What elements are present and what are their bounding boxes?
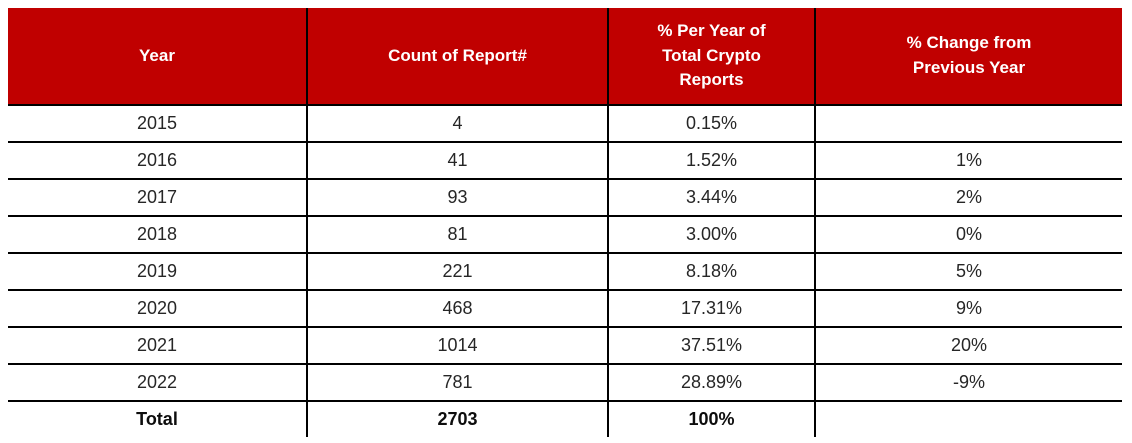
cell-change: -9% xyxy=(952,372,985,392)
cell-percent: 37.51% xyxy=(608,327,816,364)
cell-count: 41 xyxy=(307,142,609,179)
cell-year: 2022 xyxy=(8,364,308,401)
cell-year: 2016 xyxy=(8,142,308,179)
cell-change: 9% xyxy=(955,298,982,318)
table-row-2015: 2015 4 0.15% xyxy=(8,105,1122,142)
cell-count: 221 xyxy=(307,253,609,290)
cell-year: 2017 xyxy=(8,179,308,216)
table-row-2021: 2021 1014 37.51% 20% xyxy=(8,327,1122,364)
header-row: Year Count of Report# % Per Year of Tota… xyxy=(8,8,1122,105)
cell-count: 468 xyxy=(307,290,609,327)
cell-count: 93 xyxy=(307,179,609,216)
cell-percent: 8.18% xyxy=(608,253,816,290)
cell-year: 2020 xyxy=(8,290,308,327)
cell-year: 2021 xyxy=(8,327,308,364)
cell-change: 5% xyxy=(955,261,982,281)
table-row-2022: 2022 781 28.89% -9% xyxy=(8,364,1122,401)
cell-percent: 28.89% xyxy=(608,364,816,401)
cell-total-change xyxy=(815,401,1122,437)
cell-total-percent: 100% xyxy=(608,401,816,437)
cell-change: 2% xyxy=(955,187,982,207)
total-row: Total 2703 100% xyxy=(8,401,1122,437)
cell-count: 1014 xyxy=(307,327,609,364)
column-header-percent-change: % Change from Previous Year xyxy=(815,8,1122,105)
cell-count: 781 xyxy=(307,364,609,401)
cell-percent: 17.31% xyxy=(608,290,816,327)
cell-year: 2015 xyxy=(8,105,308,142)
table-row-2020: 2020 468 17.31% 9% xyxy=(8,290,1122,327)
column-header-year: Year xyxy=(8,8,308,105)
cell-change: 20% xyxy=(950,335,988,355)
column-header-percent-per-year: % Per Year of Total Crypto Reports xyxy=(608,8,816,105)
table-row-2016: 2016 41 1.52% 1% xyxy=(8,142,1122,179)
cell-year: 2019 xyxy=(8,253,308,290)
column-header-count: Count of Report# xyxy=(307,8,609,105)
cell-percent: 3.00% xyxy=(608,216,816,253)
cell-change: 0% xyxy=(955,224,982,244)
cell-change xyxy=(815,105,1122,142)
crypto-reports-table: Year Count of Report# % Per Year of Tota… xyxy=(8,8,1122,437)
table-row-2017: 2017 93 3.44% 2% xyxy=(8,179,1122,216)
cell-count: 81 xyxy=(307,216,609,253)
cell-total-label: Total xyxy=(8,401,308,437)
cell-count: 4 xyxy=(307,105,609,142)
cell-percent: 0.15% xyxy=(608,105,816,142)
cell-year: 2018 xyxy=(8,216,308,253)
cell-percent: 3.44% xyxy=(608,179,816,216)
cell-change: 1% xyxy=(955,150,982,170)
table-row-2019: 2019 221 8.18% 5% xyxy=(8,253,1122,290)
cell-total-count: 2703 xyxy=(307,401,609,437)
cell-percent: 1.52% xyxy=(608,142,816,179)
table-row-2018: 2018 81 3.00% 0% xyxy=(8,216,1122,253)
